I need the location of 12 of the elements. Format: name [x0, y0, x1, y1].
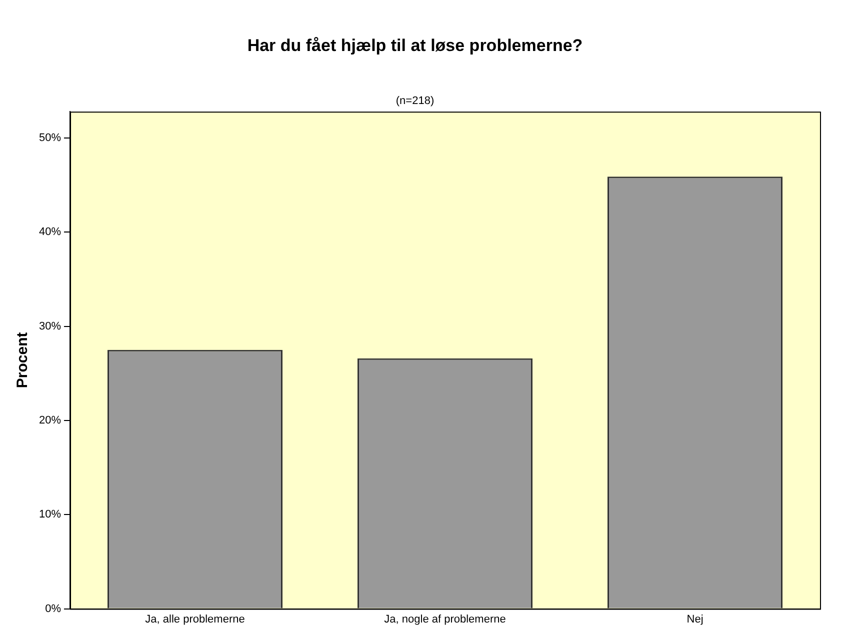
x-tick-label: Ja, nogle af problemerne [384, 613, 506, 626]
x-tick-label: Ja, alle problemerne [145, 613, 245, 626]
y-tick-label: 10% [38, 508, 62, 521]
y-tick-label: 0% [45, 602, 62, 615]
y-tick-label: 20% [38, 414, 62, 426]
chart-subtitle: (n=218) [396, 95, 434, 108]
y-tick-label: 40% [38, 226, 62, 238]
chart-title: Har du fået hjælp til at løse problemerne? [247, 36, 583, 55]
x-tick-label: Nej [686, 613, 704, 626]
y-tick-label: 50% [38, 132, 62, 144]
y-axis-title: Procent [14, 332, 32, 388]
y-tick-label: 30% [38, 320, 62, 332]
